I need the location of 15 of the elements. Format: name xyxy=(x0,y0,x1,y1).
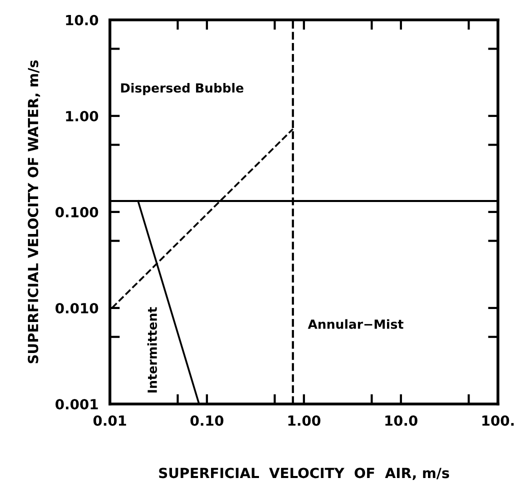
y-tick-label: 0.010 xyxy=(56,302,98,314)
annotation: Annular−Mist xyxy=(308,319,404,329)
x-tick-label: 0.10 xyxy=(190,415,224,426)
x-axis-title: SUPERFICIAL VELOCITY OF AIR, m/s xyxy=(159,468,450,480)
y-axis-title: SUPERFICIAL VELOCITY OF WATER, m/s xyxy=(28,60,40,364)
annotation: Dispersed Bubble xyxy=(121,82,244,96)
x-tick-label: 1.00 xyxy=(288,415,320,426)
y-tick-label: 0.100 xyxy=(56,206,98,218)
x-tick-label: 0.01 xyxy=(93,415,126,426)
y-tick-label: 10.0 xyxy=(66,14,98,26)
x-tick-label: 100. xyxy=(482,415,514,426)
y-tick-label: 1.00 xyxy=(66,110,98,122)
annotation: Intermittent xyxy=(147,307,157,392)
x-tick-label: 10.0 xyxy=(385,415,418,426)
y-tick-label: 0.001 xyxy=(56,398,98,410)
